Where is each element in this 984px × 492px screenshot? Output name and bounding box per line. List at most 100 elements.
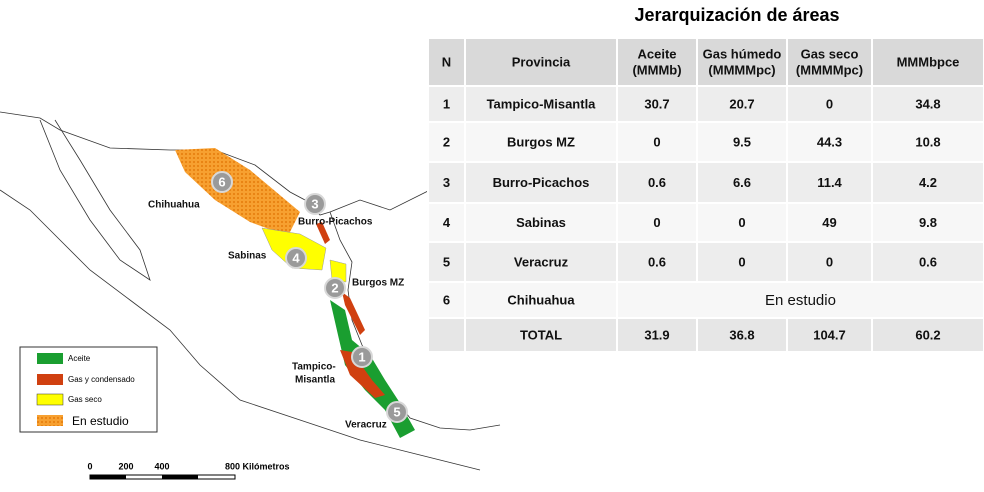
table-header: Gas húmedo	[703, 46, 782, 61]
table-text: 0	[826, 254, 833, 269]
scale-bar: 0 200 400 800 Kilómetros	[87, 461, 290, 480]
marker	[285, 247, 307, 269]
map-label: Misantla	[295, 375, 335, 386]
area-chihuahua	[175, 148, 300, 236]
table-text: En estudio	[765, 292, 836, 309]
table-cell	[464, 121, 618, 163]
map-label: Chihuahua	[148, 200, 200, 211]
scale-label: 200	[118, 461, 133, 471]
us-coast	[329, 189, 431, 213]
table-text: 44.3	[817, 134, 842, 149]
marker	[324, 277, 346, 299]
table-cell	[871, 241, 984, 283]
markers: 6 3 4 2 1 5	[211, 171, 408, 423]
table-text: 49	[822, 215, 836, 230]
map-label: Tampico-	[292, 362, 336, 373]
map-label: Sabinas	[228, 251, 267, 262]
table-text: 10.8	[915, 134, 940, 149]
area-tampico-gas	[340, 350, 385, 398]
table-total: 104.7	[813, 327, 846, 342]
table-text: 6	[443, 292, 450, 307]
table-cell	[427, 281, 466, 319]
marker-number: 2	[331, 280, 338, 295]
table-text: 0.6	[648, 175, 666, 190]
table-text: 4	[443, 215, 451, 230]
table-text: 3	[443, 175, 450, 190]
table-cell	[696, 202, 788, 243]
legend-swatch	[37, 374, 63, 385]
table-cell	[427, 121, 466, 163]
table-total: 36.8	[729, 327, 754, 342]
scale-bar-segment	[90, 475, 126, 479]
table-cell	[464, 161, 618, 204]
map-label: Burgos MZ	[352, 278, 404, 289]
marker-number: 3	[311, 196, 318, 211]
table-text: 0	[738, 215, 745, 230]
table-cell	[616, 37, 698, 87]
legend-label: En estudio	[72, 414, 129, 428]
marker-number: 5	[393, 404, 400, 419]
table-header: (MMMb)	[632, 62, 681, 77]
table-header: (MMMMpc)	[796, 62, 863, 77]
table-header: Aceite	[637, 46, 676, 61]
table-text: Chihuahua	[507, 292, 575, 307]
table-text: 11.4	[817, 175, 842, 190]
title: Jerarquización de áreas	[634, 5, 839, 25]
table-cell	[871, 85, 984, 123]
legend-label: Gas seco	[68, 395, 102, 404]
table-cell	[464, 317, 618, 353]
table-cell	[871, 317, 984, 353]
legend-swatch	[37, 353, 63, 364]
table-header: Provincia	[512, 54, 571, 69]
table-text: Veracruz	[514, 254, 569, 269]
table-text: 1	[443, 96, 450, 111]
area-burro	[316, 222, 330, 244]
scale-label: 800 Kilómetros	[225, 461, 290, 471]
marker	[211, 171, 233, 193]
legend-label: Gas y condensado	[68, 375, 135, 384]
table-header: MMMbpce	[897, 54, 960, 69]
marker-number: 1	[358, 349, 365, 364]
legend-swatch	[36, 393, 64, 406]
table-text: 0.6	[648, 254, 666, 269]
marker	[304, 193, 326, 215]
table-cell	[616, 241, 698, 283]
table-cell	[871, 37, 984, 87]
table-text: 0.6	[919, 254, 937, 269]
table-cell	[427, 161, 466, 204]
table-text: 4.2	[919, 175, 937, 190]
table-total: TOTAL	[520, 327, 562, 342]
table-text: 20.7	[729, 96, 754, 111]
table-text: 30.7	[644, 96, 669, 111]
table-text: 0	[653, 215, 660, 230]
table-cell	[616, 202, 698, 243]
scale-label: 0	[87, 461, 92, 471]
table-text: 9.5	[733, 134, 751, 149]
table-text: 5	[443, 254, 450, 269]
table-cell	[616, 85, 698, 123]
table-text: 34.8	[915, 96, 940, 111]
pacific-coast	[0, 189, 481, 471]
table-cell	[616, 281, 984, 319]
table-total: 60.2	[915, 327, 940, 342]
table-cell	[696, 317, 788, 353]
scale-label: 400	[154, 461, 169, 471]
table-header: N	[442, 54, 451, 69]
table-text: 9.8	[919, 215, 937, 230]
table-cell	[786, 161, 873, 204]
area-burgos-gas	[329, 259, 347, 283]
table-text: Burgos MZ	[507, 134, 575, 149]
table-cell	[871, 161, 984, 204]
table-text: 2	[443, 134, 450, 149]
table-text: Sabinas	[516, 215, 566, 230]
table-header: Gas seco	[801, 46, 859, 61]
table-header: (MMMMpc)	[708, 62, 775, 77]
marker-number: 6	[218, 174, 225, 189]
map-label: Burro-Picachos	[298, 217, 373, 228]
marker	[351, 346, 373, 368]
table-total: 31.9	[644, 327, 669, 342]
table-cell	[464, 37, 618, 87]
table-text: 0	[826, 96, 833, 111]
